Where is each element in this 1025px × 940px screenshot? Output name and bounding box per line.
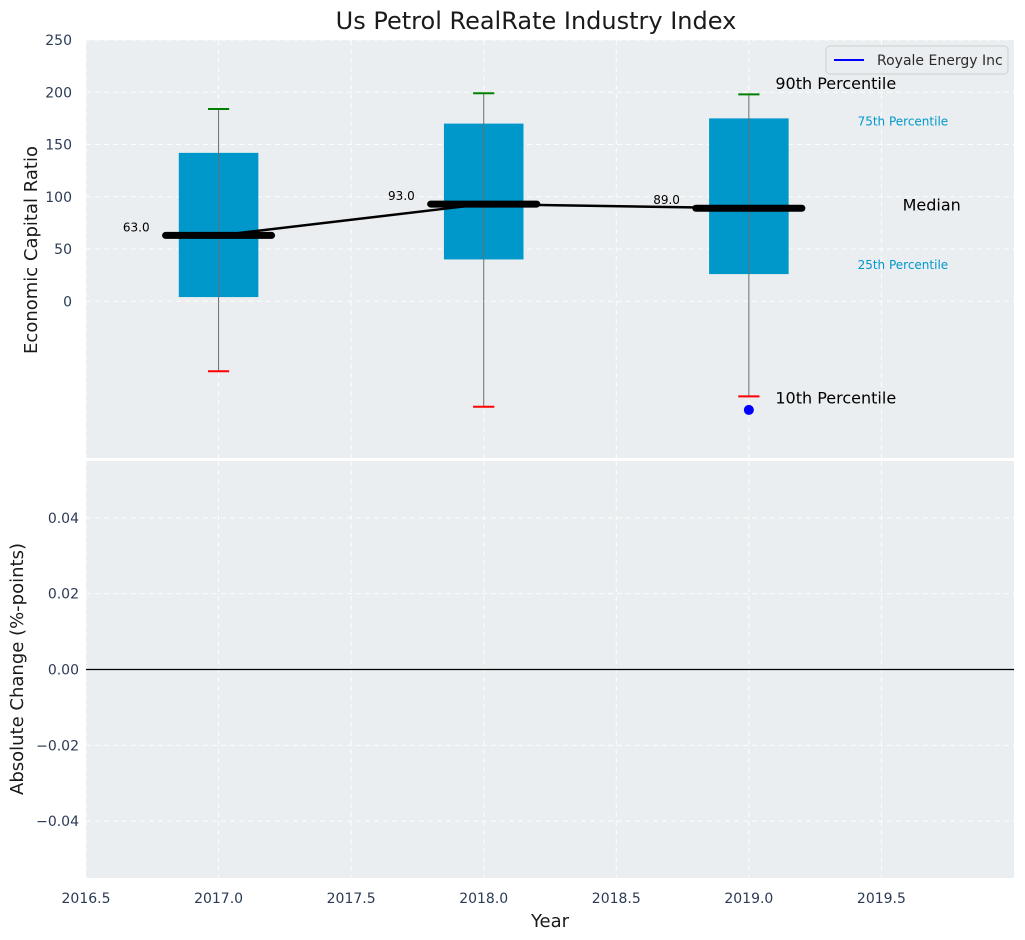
median-value-label: 63.0 <box>123 220 150 234</box>
bottom-y-tick-label: 0.04 <box>48 511 79 527</box>
bottom-y-tick-label: 0.00 <box>48 663 79 679</box>
top-y-tick-label: 50 <box>54 242 72 258</box>
bottom-y-tick-label: 0.02 <box>48 587 79 603</box>
top-y-tick-label: 200 <box>45 85 72 101</box>
median-trend-line <box>218 202 749 237</box>
x-tick-label: 2017.0 <box>194 891 243 907</box>
p90-annotation: 90th Percentile <box>775 74 896 93</box>
x-tick-label: 2018.0 <box>459 891 508 907</box>
chart-title: Us Petrol RealRate Industry Index <box>336 7 737 35</box>
median-value-label: 89.0 <box>653 193 680 207</box>
p25-annotation: 25th Percentile <box>858 258 949 272</box>
legend-label: Royale Energy Inc <box>877 53 1003 69</box>
top-y-axis-label: Economic Capital Ratio <box>21 146 42 354</box>
x-tick-label: 2016.5 <box>62 891 111 907</box>
box-2: 89.0 <box>653 93 806 398</box>
top-y-tick-label: 100 <box>45 190 72 206</box>
top-panel: 0 50 100 150 200 250 63.0 93.0 89.0 90th Percen… <box>21 33 1014 458</box>
company-point <box>743 404 754 415</box>
top-y-tick-label: 250 <box>45 33 72 49</box>
top-y-tick-label: 150 <box>45 138 72 154</box>
p10-annotation: 10th Percentile <box>775 389 896 408</box>
x-tick-label: 2019.5 <box>857 891 906 907</box>
bottom-y-tick-label: −0.02 <box>36 738 79 754</box>
box-0: 63.0 <box>123 107 276 373</box>
median-annotation: Median <box>903 195 961 214</box>
x-tick-label: 2017.5 <box>327 891 376 907</box>
x-axis-label: Year <box>530 911 570 932</box>
p75-annotation: 75th Percentile <box>858 115 949 129</box>
bottom-y-tick-label: −0.04 <box>36 814 79 830</box>
bottom-y-axis-label: Absolute Change (%-points) <box>7 543 28 795</box>
median-value-label: 93.0 <box>388 189 415 203</box>
top-y-tick-label: 0 <box>63 294 72 310</box>
x-tick-label: 2018.5 <box>592 891 641 907</box>
x-tick-label: 2019.0 <box>724 891 773 907</box>
bottom-panel: 0.04 0.02 0.00 −0.02 −0.04 2016.5 2017.0 2017.… <box>7 461 1014 932</box>
legend-box <box>825 45 1009 75</box>
